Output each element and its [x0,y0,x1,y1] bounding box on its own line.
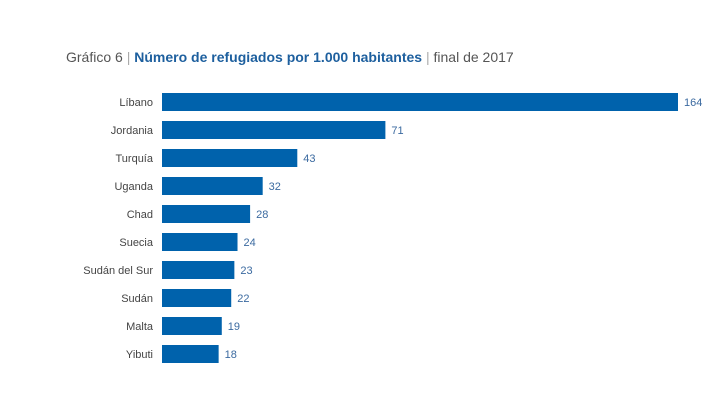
bar [162,317,222,335]
value-label: 28 [256,209,268,221]
value-label: 23 [240,265,252,277]
title-separator: | [126,49,131,65]
value-label: 164 [684,97,702,109]
bar [162,121,386,139]
category-label: Jordania [111,125,154,137]
value-label: 43 [303,153,315,165]
value-label: 19 [228,321,240,333]
value-label: 22 [237,293,249,305]
category-label: Turquía [115,153,153,165]
value-label: 18 [225,349,237,361]
bar [162,177,263,195]
bar [162,289,232,307]
category-label: Sudán del Sur [83,265,153,277]
chart-title: Gráfico 6 | Número de refugiados por 1.0… [66,49,514,65]
category-label: Chad [127,209,153,221]
bar [162,261,235,279]
category-label: Malta [126,321,154,333]
category-label: Líbano [119,97,153,109]
category-label: Suecia [119,237,154,249]
bar [162,345,219,363]
value-label: 32 [269,181,281,193]
bar [162,93,678,111]
bar [162,205,251,223]
category-label: Sudán [121,293,153,305]
title-suffix: final de 2017 [433,49,514,65]
title-separator: | [425,49,430,65]
value-label: 24 [244,237,256,249]
bar [162,149,298,167]
bar [162,233,238,251]
category-label: Yibuti [126,349,153,361]
category-label: Uganda [114,181,153,193]
title-prefix: Gráfico 6 [66,49,123,65]
title-main: Número de refugiados por 1.000 habitante… [134,49,423,65]
value-label: 71 [391,125,403,137]
